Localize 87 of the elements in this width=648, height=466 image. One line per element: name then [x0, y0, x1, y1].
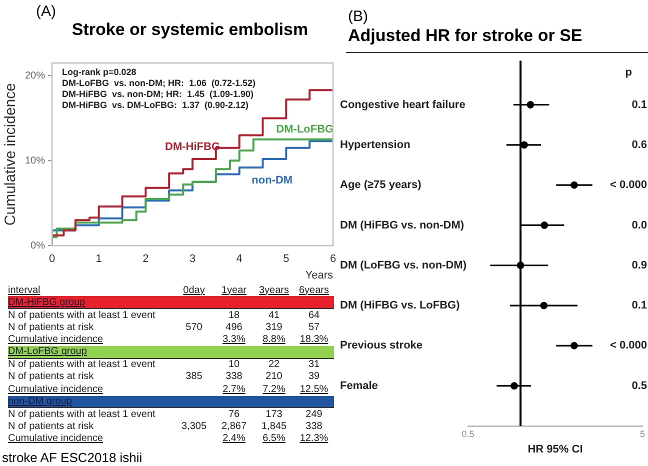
- chart-title: Stroke or systemic embolism: [70, 20, 310, 40]
- category-label: N of patients with at least 1 event: [8, 359, 156, 370]
- text: 22: [268, 359, 280, 370]
- y-tick-label: 0%: [30, 240, 46, 252]
- text: 2.4%: [222, 433, 246, 444]
- x-tick-label: 1: [96, 253, 102, 266]
- y-tick-label: DM (HiFBG vs. LoFBG): [340, 300, 460, 312]
- category-label: Cumulative incidence: [8, 334, 104, 346]
- chart-subtitle: (A): [36, 3, 56, 20]
- series-label: DM-LoFBG: [276, 123, 334, 136]
- y-tick-label: Hypertension: [340, 138, 411, 151]
- text: 338: [306, 420, 322, 432]
- category-label: Cumulative incidence: [8, 384, 104, 395]
- y-tick-label: Previous stroke: [340, 340, 423, 352]
- text: 39: [308, 371, 320, 382]
- y2-tick-label: 0.1: [632, 98, 647, 111]
- x-tick-label: 2: [142, 253, 149, 266]
- text: 249: [306, 408, 322, 420]
- category-label: N of patients with at least 1 event: [8, 408, 156, 420]
- text: 1,845: [261, 420, 287, 432]
- text: 57: [308, 322, 320, 333]
- text: 496: [226, 322, 242, 333]
- annotation: DM-HiFBG vs. DM-LoFBG: 1.37 (0.90-2.12): [62, 100, 249, 110]
- y2-tick-label: 0.6: [632, 138, 647, 151]
- text: 6.5%: [262, 433, 286, 444]
- text: 12.5%: [300, 384, 328, 395]
- y-tick-label: DM (LoFBG vs. non-DM): [340, 259, 467, 272]
- y2-tick-label: 0.0: [632, 219, 647, 232]
- y-tick-label: DM (HiFBG vs. non-DM): [340, 219, 464, 232]
- text: 31: [308, 359, 320, 370]
- text: 570: [186, 322, 202, 333]
- category-label: N of patients at risk: [8, 322, 94, 333]
- chart-title: Adjusted HR for stroke or SE: [348, 26, 582, 46]
- y2-axis-title: p: [625, 66, 632, 79]
- x-axis-title: Years: [305, 269, 334, 282]
- text: 64: [308, 310, 320, 321]
- category-label: 1year: [220, 284, 248, 296]
- text: 41: [268, 310, 280, 321]
- category-label: 6years: [298, 284, 330, 296]
- category-label: 3years: [258, 284, 290, 296]
- y-tick-label: Female: [340, 380, 378, 392]
- x-tick-label: 4: [236, 253, 242, 266]
- text: stroke AF ESC2018 ishii: [2, 450, 142, 465]
- y2-tick-label: 0.9: [632, 259, 647, 272]
- text: 319: [266, 322, 282, 333]
- text: 7.2%: [262, 384, 286, 395]
- series-label: non-DM: [252, 174, 293, 186]
- text: 210: [266, 371, 282, 382]
- x-axis-title: HR 95% CI: [528, 443, 583, 456]
- y-tick-label: Congestive heart failure: [340, 98, 466, 111]
- category-label: Cumulative incidence: [8, 433, 104, 444]
- text: 3.3%: [222, 334, 246, 346]
- chart-subtitle: (B): [348, 8, 368, 25]
- x-tick-label: 3: [189, 253, 196, 266]
- y-axis-title: Cumulative incidence: [2, 83, 20, 226]
- text: 76: [228, 408, 240, 420]
- text: 385: [186, 371, 202, 382]
- y2-tick-label: < 0.000: [610, 340, 647, 352]
- text: 8.8%: [262, 334, 286, 346]
- text: 12.3%: [300, 433, 328, 444]
- annotation: DM-LoFBG vs. non-DM; HR: 1.06 (0.72-1.52): [62, 78, 256, 88]
- text: 18.3%: [300, 334, 328, 346]
- text: 2.7%: [222, 384, 246, 395]
- y2-tick-label: < 0.000: [610, 179, 647, 192]
- text: 2,867: [221, 420, 247, 432]
- x-tick-label: 0: [48, 253, 56, 266]
- y-tick-label: 20%: [25, 70, 46, 82]
- series-label: DM-HiFBG: [165, 141, 220, 154]
- y2-tick-label: 0.5: [632, 380, 647, 392]
- category-label: N of patients at risk: [8, 371, 94, 382]
- y-tick-label: Age (≥75 years): [340, 179, 422, 192]
- text: interval: [8, 284, 42, 296]
- text: 338: [226, 371, 242, 382]
- category-label: N of patients at risk: [8, 420, 94, 432]
- text: 10: [228, 359, 240, 370]
- category-label: N of patients with at least 1 event: [8, 310, 156, 321]
- annotation: DM-HiFBG vs. non-DM; HR: 1.45 (1.09-1.90): [62, 88, 254, 99]
- x-tick-label: 5: [283, 253, 290, 266]
- x-tick-label: 5: [640, 428, 646, 439]
- text: 3,305: [181, 420, 207, 432]
- x-tick-label: 6: [330, 253, 336, 266]
- y-tick-label: 10%: [25, 155, 46, 166]
- y2-tick-label: 0.1: [632, 300, 647, 312]
- annotation: Log-rank p=0.028: [62, 66, 136, 77]
- category-label: 0day: [182, 284, 206, 296]
- text: 18: [228, 310, 240, 321]
- text: 173: [266, 408, 282, 420]
